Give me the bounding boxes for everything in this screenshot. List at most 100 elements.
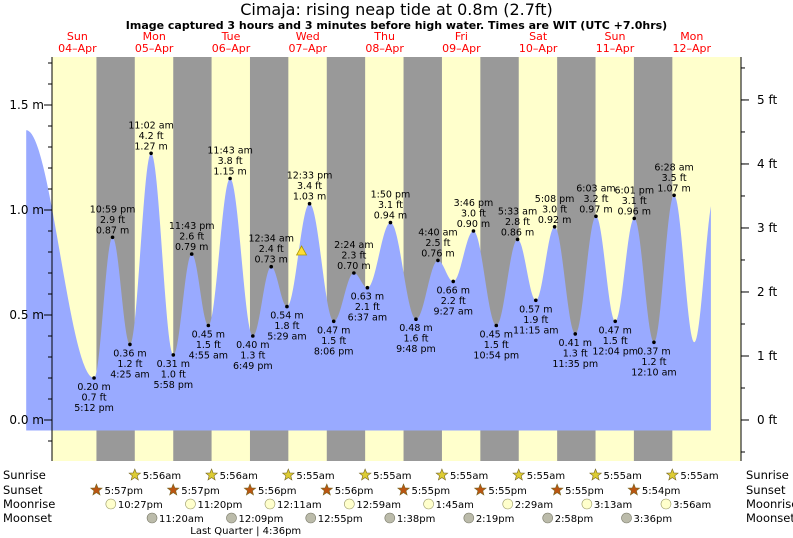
- moonrise-icon: [423, 498, 434, 510]
- right-tick-label: 5 ft: [757, 93, 777, 107]
- high-tide-label: 0.97 m: [579, 204, 612, 215]
- low-tide-label: 1.2 ft: [641, 357, 666, 368]
- sunset-time: 5:57pm: [181, 486, 220, 497]
- low-tide-label: 5:12 pm: [74, 403, 114, 414]
- moonset-time: 3:36pm: [634, 514, 673, 525]
- low-tide-label: 1.5 ft: [321, 336, 346, 347]
- sunrise-icon: [281, 468, 295, 481]
- high-tide-label: 0.94 m: [374, 211, 407, 222]
- high-tide-label: 5:33 am: [498, 206, 537, 217]
- left-tick-label: 0.5 m: [9, 308, 44, 322]
- low-tide-point: [365, 285, 370, 290]
- low-tide-label: 0.31 m: [157, 359, 190, 370]
- high-tide-label: 1.07 m: [657, 183, 690, 194]
- day-date-label: 08–Apr: [365, 42, 404, 55]
- low-tide-label: 10:54 pm: [473, 351, 519, 362]
- high-tide-label: 11:43 am: [207, 146, 252, 157]
- high-tide-label: 2:24 am: [334, 240, 373, 251]
- moonrise-time: 12:59am: [356, 500, 401, 511]
- low-tide-label: 0.54 m: [270, 311, 303, 322]
- low-tide-point: [534, 298, 538, 303]
- high-tide-point: [269, 264, 274, 269]
- moonrise-time: 2:29am: [515, 500, 553, 511]
- low-tide-label: 0.66 m: [437, 285, 470, 296]
- high-tide-label: 0.87 m: [96, 225, 129, 236]
- low-tide-label: 0.37 m: [637, 346, 670, 357]
- high-tide-label: 5:08 pm: [535, 194, 575, 205]
- day-name-label: Sun: [605, 30, 626, 43]
- sunrise-time: 5:55am: [527, 471, 565, 482]
- current-level-marker: [295, 245, 308, 256]
- high-tide-label: 6:28 am: [654, 162, 693, 173]
- low-tide-label: 9:27 am: [434, 306, 473, 317]
- low-tide-point: [128, 342, 132, 347]
- high-tide-point: [110, 235, 115, 240]
- low-tide-label: 1.3 ft: [240, 351, 265, 362]
- low-tide-label: 1.0 ft: [161, 369, 186, 380]
- moonset-icon: [542, 512, 554, 524]
- sunset-time: 5:57pm: [104, 486, 143, 497]
- sunrise-time: 5:56am: [220, 471, 258, 482]
- day-date-label: 12–Apr: [673, 42, 712, 55]
- high-tide-label: 3.5 ft: [662, 173, 687, 184]
- high-tide-point: [471, 229, 476, 233]
- high-tide-point: [189, 252, 194, 256]
- axes: 0.0 m 0.5 m 1.0 m 1.5 m 0 ft 1 ft 2 ft 3 ft 4 ft…: [9, 57, 777, 461]
- left-tick-label: 1.5 m: [9, 98, 44, 112]
- low-tide-label: 6:49 pm: [233, 361, 273, 372]
- high-tide-point: [307, 201, 312, 206]
- moonrise-icon: [185, 498, 196, 510]
- high-tide-label: 3:46 pm: [454, 198, 494, 209]
- sunrise-icon: [358, 468, 372, 481]
- high-tide-point: [594, 214, 598, 219]
- high-tide-label: 0.76 m: [421, 248, 454, 259]
- moonrise-time: 10:27pm: [118, 500, 163, 511]
- moonset-time: 2:58pm: [555, 514, 594, 525]
- day-name-label: Sun: [67, 30, 88, 43]
- high-tide-label: 0.73 m: [255, 255, 288, 266]
- sunset-icon: [89, 483, 103, 496]
- day-date-label: 09–Apr: [442, 42, 481, 55]
- low-tide-label: 0.7 ft: [82, 393, 107, 404]
- low-tide-point: [171, 353, 176, 357]
- low-tide-label: 11:35 pm: [552, 359, 598, 370]
- moonset-icon: [146, 512, 158, 524]
- day-date-label: 05–Apr: [135, 42, 174, 55]
- high-tide-label: 10:59 pm: [90, 204, 136, 215]
- low-tide-point: [451, 279, 456, 284]
- high-tide-label: 3.1 ft: [622, 196, 647, 207]
- sunset-row-label-left: Sunset: [3, 483, 43, 497]
- high-tide-label: 0.79 m: [175, 242, 208, 253]
- moonset-icon: [621, 512, 632, 524]
- sunset-icon: [550, 483, 564, 496]
- right-tick-label: 4 ft: [757, 157, 777, 171]
- low-tide-label: 11:15 am: [513, 325, 558, 336]
- low-tide-point: [251, 334, 255, 338]
- high-tide-label: 1.03 m: [293, 192, 326, 203]
- moonset-row-label-left: Moonset: [3, 511, 52, 525]
- sunrise-time: 5:55am: [296, 471, 334, 482]
- low-tide-label: 6:37 am: [348, 313, 387, 324]
- low-tide-label: 1.5 ft: [603, 336, 628, 347]
- day-name-label: Fri: [455, 30, 468, 43]
- high-tide-label: 1.15 m: [213, 167, 246, 178]
- sunrise-row-label-right: Sunrise: [746, 468, 789, 482]
- low-tide-label: 4:55 am: [189, 351, 228, 362]
- low-tide-label: 0.48 m: [399, 323, 432, 334]
- sunrise-time: 5:55am: [604, 471, 642, 482]
- moonrise-time: 3:56am: [673, 500, 711, 511]
- moonrise-icon: [660, 498, 672, 510]
- low-tide-label: 0.36 m: [113, 348, 146, 359]
- sunrise-icon: [205, 468, 219, 481]
- high-tide-point: [632, 216, 637, 221]
- high-tide-label: 0.70 m: [337, 261, 370, 272]
- high-tide-point: [228, 176, 232, 181]
- sunrise-time: 5:56am: [143, 471, 181, 482]
- high-tide-label: 3.1 ft: [378, 200, 403, 211]
- extreme-labels: 0.20 m0.7 ft5:12 pm 10:59 pm2.9 ft0.87 m 0…: [74, 120, 694, 414]
- sunrise-icon: [589, 468, 603, 481]
- moonrise-row-label-right: Moonrise: [746, 497, 793, 511]
- moonrise-icon: [344, 498, 355, 510]
- moonrise-time: 12:11am: [277, 500, 322, 511]
- high-tide-label: 2.3 ft: [341, 251, 366, 262]
